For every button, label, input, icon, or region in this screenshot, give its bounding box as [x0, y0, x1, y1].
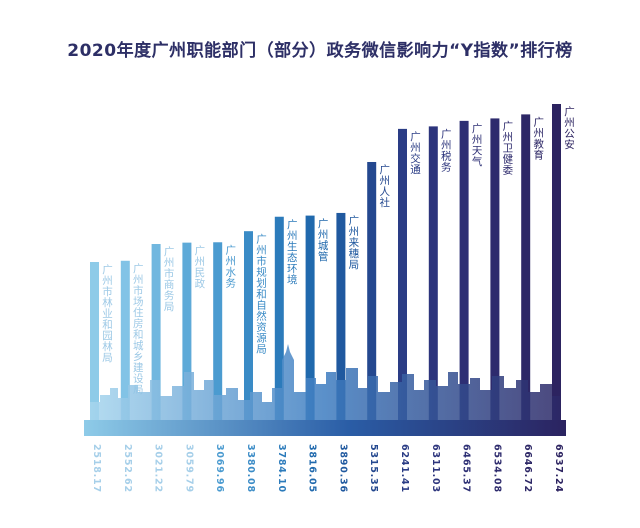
bars-layer: 广州市林业和园林局 广州市场住房和城乡建设局 广州市商务局 广州民政 广州水务 广州市规划…	[90, 104, 575, 421]
bar	[274, 216, 284, 420]
value-label: 3059.79	[183, 444, 194, 493]
category-label: 广州税务	[440, 128, 452, 172]
bar	[428, 126, 438, 421]
category-label: 广州卫健委	[501, 120, 513, 175]
value-label: 3380.08	[245, 444, 256, 493]
bar	[90, 262, 99, 420]
city-skyline	[90, 344, 560, 420]
chart-title: 2020年度广州职能部门（部分）政务微信影响力“Y指数”排行榜	[67, 41, 573, 61]
value-label: 3890.36	[337, 444, 348, 493]
category-label: 广州水务	[224, 244, 236, 288]
bar	[182, 242, 192, 420]
bar	[151, 244, 161, 420]
bar	[398, 128, 407, 421]
category-label: 广州市场住房和城乡建设局	[132, 263, 144, 395]
category-label: 广州城管	[317, 218, 329, 262]
bar	[120, 260, 130, 420]
bar	[552, 104, 561, 420]
bar	[305, 215, 315, 420]
category-label: 广州民政	[193, 245, 205, 289]
value-label: 3021.22	[153, 444, 164, 493]
value-labels-layer: 2518.17 2552.62 3021.22 3059.79 3069.96 3380.…	[91, 444, 564, 493]
value-label: 6534.08	[491, 444, 502, 493]
bar	[490, 118, 500, 420]
value-label: 6311.03	[430, 444, 441, 493]
category-label: 广州生态环境	[286, 219, 298, 285]
value-label: 5315.35	[368, 444, 379, 493]
bar	[336, 212, 346, 420]
category-label: 广州市商务局	[163, 246, 175, 312]
bar	[521, 114, 531, 420]
value-label: 2518.17	[91, 444, 102, 493]
category-label: 广州交通	[409, 131, 421, 175]
value-label: 6937.24	[553, 444, 564, 493]
bar	[213, 242, 223, 420]
bar	[367, 161, 377, 420]
value-label: 3816.05	[307, 444, 318, 493]
category-label: 广州公安	[563, 106, 575, 150]
category-label: 广州人社	[378, 164, 390, 208]
bar	[244, 231, 253, 420]
category-label: 广州来穗局	[347, 215, 359, 270]
category-label: 广州市林业和园林局	[101, 264, 113, 363]
category-label: 广州天气	[471, 123, 483, 167]
value-label: 6241.41	[399, 444, 410, 493]
value-label: 6646.72	[522, 444, 533, 493]
x-axis-bar	[84, 420, 566, 436]
bar	[459, 120, 469, 420]
city-skyline-decoration	[90, 344, 560, 420]
value-label: 3784.10	[276, 444, 287, 493]
category-label: 广州教育	[532, 116, 544, 160]
value-label: 2552.62	[122, 444, 133, 493]
value-label: 6465.37	[461, 444, 472, 493]
category-label: 广州市规划和自然资源局	[255, 233, 267, 354]
value-label: 3069.96	[214, 444, 225, 493]
